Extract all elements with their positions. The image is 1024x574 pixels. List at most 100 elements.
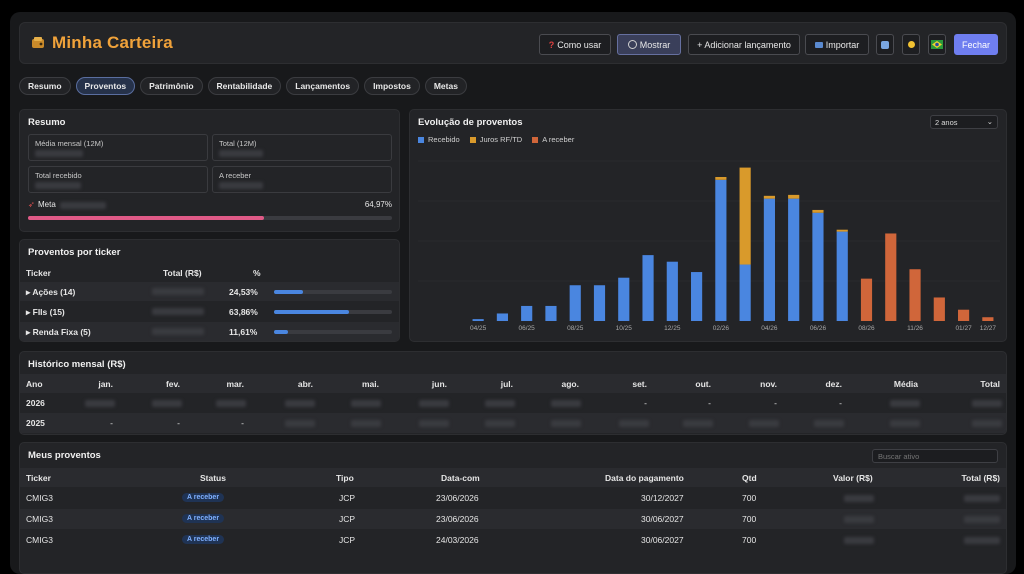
ticker-share-bar <box>274 330 392 334</box>
x-tick-label: 11/26 <box>907 325 923 332</box>
sun-button[interactable] <box>902 34 920 55</box>
bar-juros-rf-td[interactable] <box>739 167 751 265</box>
bar-juros-rf-td[interactable] <box>763 195 775 199</box>
bar-recebido[interactable] <box>691 272 703 321</box>
dividend-row[interactable]: CMIG3 A receber JCP 23/06/2026 30/12/2027 700 <box>20 488 1006 508</box>
bar-a-receber[interactable] <box>860 278 873 321</box>
x-tick-label: 01/27 <box>955 325 972 332</box>
tab-resumo[interactable]: Resumo <box>19 77 71 95</box>
chart-legend: Recebido Juros RF/TD A receber <box>418 135 574 144</box>
chart-title: Evolução de proventos <box>418 117 523 128</box>
tab-impostos[interactable]: Impostos <box>364 77 420 95</box>
legend-juros[interactable]: Juros RF/TD <box>469 135 522 144</box>
add-entry-button[interactable]: + Adicionar lançamento <box>688 34 800 55</box>
monthly-history-card: Histórico mensal (R$) Ano jan. fev. mar. abr… <box>19 351 1007 435</box>
search-input[interactable] <box>872 449 998 463</box>
ticker-share-fill <box>274 290 303 294</box>
bar-juros-rf-td[interactable] <box>715 177 727 180</box>
bar-recebido[interactable] <box>472 319 484 321</box>
bar-recebido[interactable] <box>521 305 533 321</box>
bar-juros-rf-td[interactable] <box>836 229 848 232</box>
dividends-col-header: Valor (R$) <box>833 473 873 483</box>
moon-icon <box>881 40 889 49</box>
bar-recebido[interactable] <box>788 198 800 321</box>
ticker-row[interactable]: ▸ FIIs (15) 63,86% <box>20 302 399 321</box>
bar-a-receber[interactable] <box>958 309 970 321</box>
hidden-value <box>285 420 315 427</box>
legend-a-receber[interactable]: A receber <box>532 135 574 144</box>
ticker-card: Proventos por ticker Ticker Total (R$) %… <box>19 239 400 342</box>
history-col-header: dez. <box>825 379 842 389</box>
hidden-value <box>152 308 204 315</box>
status-badge: A receber <box>182 535 225 544</box>
x-tick-label: 04/25 <box>470 325 487 332</box>
hidden-value <box>890 400 920 407</box>
bar-juros-rf-td[interactable] <box>812 209 824 213</box>
show-values-button[interactable]: Mostrar <box>617 34 681 55</box>
period-select[interactable]: 2 anos ⌄ <box>930 115 998 129</box>
history-title: Histórico mensal (R$) <box>28 359 126 370</box>
hidden-value <box>216 400 246 407</box>
tab-metas[interactable]: Metas <box>424 77 467 95</box>
hidden-value <box>485 400 515 407</box>
history-col-header: set. <box>632 379 647 389</box>
bar-recebido[interactable] <box>739 264 751 321</box>
bar-recebido[interactable] <box>715 179 727 321</box>
tab-proventos[interactable]: Proventos <box>75 77 136 95</box>
bar-recebido[interactable] <box>763 198 775 321</box>
ticker-row[interactable]: ▸ Renda Fixa (5) 11,61% <box>20 322 399 341</box>
x-tick-label: 12/25 <box>664 325 681 332</box>
stat-total-recebido: Total recebido <box>28 166 208 193</box>
language-button[interactable] <box>928 34 946 55</box>
help-button[interactable]: ? Como usar <box>539 34 611 55</box>
ticker-row[interactable]: ▸ Ações (14) 24,53% <box>20 282 399 301</box>
stat-total: Total (12M) <box>212 134 392 161</box>
goal-progress-fill <box>28 216 265 220</box>
history-col-header: jul. <box>500 379 513 389</box>
dividends-col-header: Ticker <box>26 473 51 483</box>
close-button[interactable]: Fechar <box>954 34 998 55</box>
dividend-row[interactable]: CMIG3 A receber JCP 23/06/2026 30/06/2027 700 <box>20 509 1006 529</box>
question-icon: ? <box>548 39 555 50</box>
hidden-value <box>683 420 713 427</box>
hidden-value <box>551 420 581 427</box>
history-col-header: nov. <box>760 379 777 389</box>
bar-a-receber[interactable] <box>909 269 921 321</box>
bar-a-receber[interactable] <box>933 297 945 321</box>
history-col-header: Total <box>980 379 1000 389</box>
bar-recebido[interactable] <box>569 285 581 321</box>
bar-recebido[interactable] <box>812 212 824 321</box>
dividend-row[interactable]: CMIG3 A receber JCP 24/03/2026 30/06/2027 700 <box>20 530 1006 550</box>
summary-card: Resumo Média mensal (12M) Total (12M) To… <box>19 109 400 232</box>
history-col-header: abr. <box>297 379 313 389</box>
bar-recebido[interactable] <box>836 231 848 321</box>
dividends-header-row: Ticker Status Tipo Data-com Data do pagament… <box>20 468 1006 487</box>
summary-title: Resumo <box>28 117 66 128</box>
bar-recebido[interactable] <box>496 313 508 321</box>
bar-recebido[interactable] <box>593 285 606 321</box>
bar-recebido[interactable] <box>545 305 557 321</box>
dividends-col-header: Qtd <box>742 473 757 483</box>
x-tick-label: 06/25 <box>519 325 536 332</box>
bar-juros-rf-td[interactable] <box>788 194 800 199</box>
tab-lancamentos[interactable]: Lançamentos <box>286 77 360 95</box>
history-col-header: Média <box>893 379 918 389</box>
brazil-flag-icon <box>931 40 943 49</box>
import-button[interactable]: Importar <box>805 34 869 55</box>
dividends-col-header: Data-com <box>441 473 480 483</box>
hidden-value <box>972 400 1002 407</box>
tab-rentabilidade[interactable]: Rentabilidade <box>207 77 282 95</box>
bar-recebido[interactable] <box>666 261 678 321</box>
tab-patrimonio[interactable]: Patrimônio <box>140 77 203 95</box>
theme-icon-button[interactable] <box>876 34 894 55</box>
bar-recebido[interactable] <box>642 255 654 321</box>
legend-recebido[interactable]: Recebido <box>418 135 460 144</box>
hidden-value <box>152 288 204 295</box>
bar-a-receber[interactable] <box>885 233 897 321</box>
bar-a-receber[interactable] <box>982 317 994 321</box>
hidden-value <box>749 420 779 427</box>
hidden-value <box>60 202 106 209</box>
bar-recebido[interactable] <box>618 277 630 321</box>
history-col-header: jun. <box>431 379 447 389</box>
hidden-value <box>351 400 381 407</box>
